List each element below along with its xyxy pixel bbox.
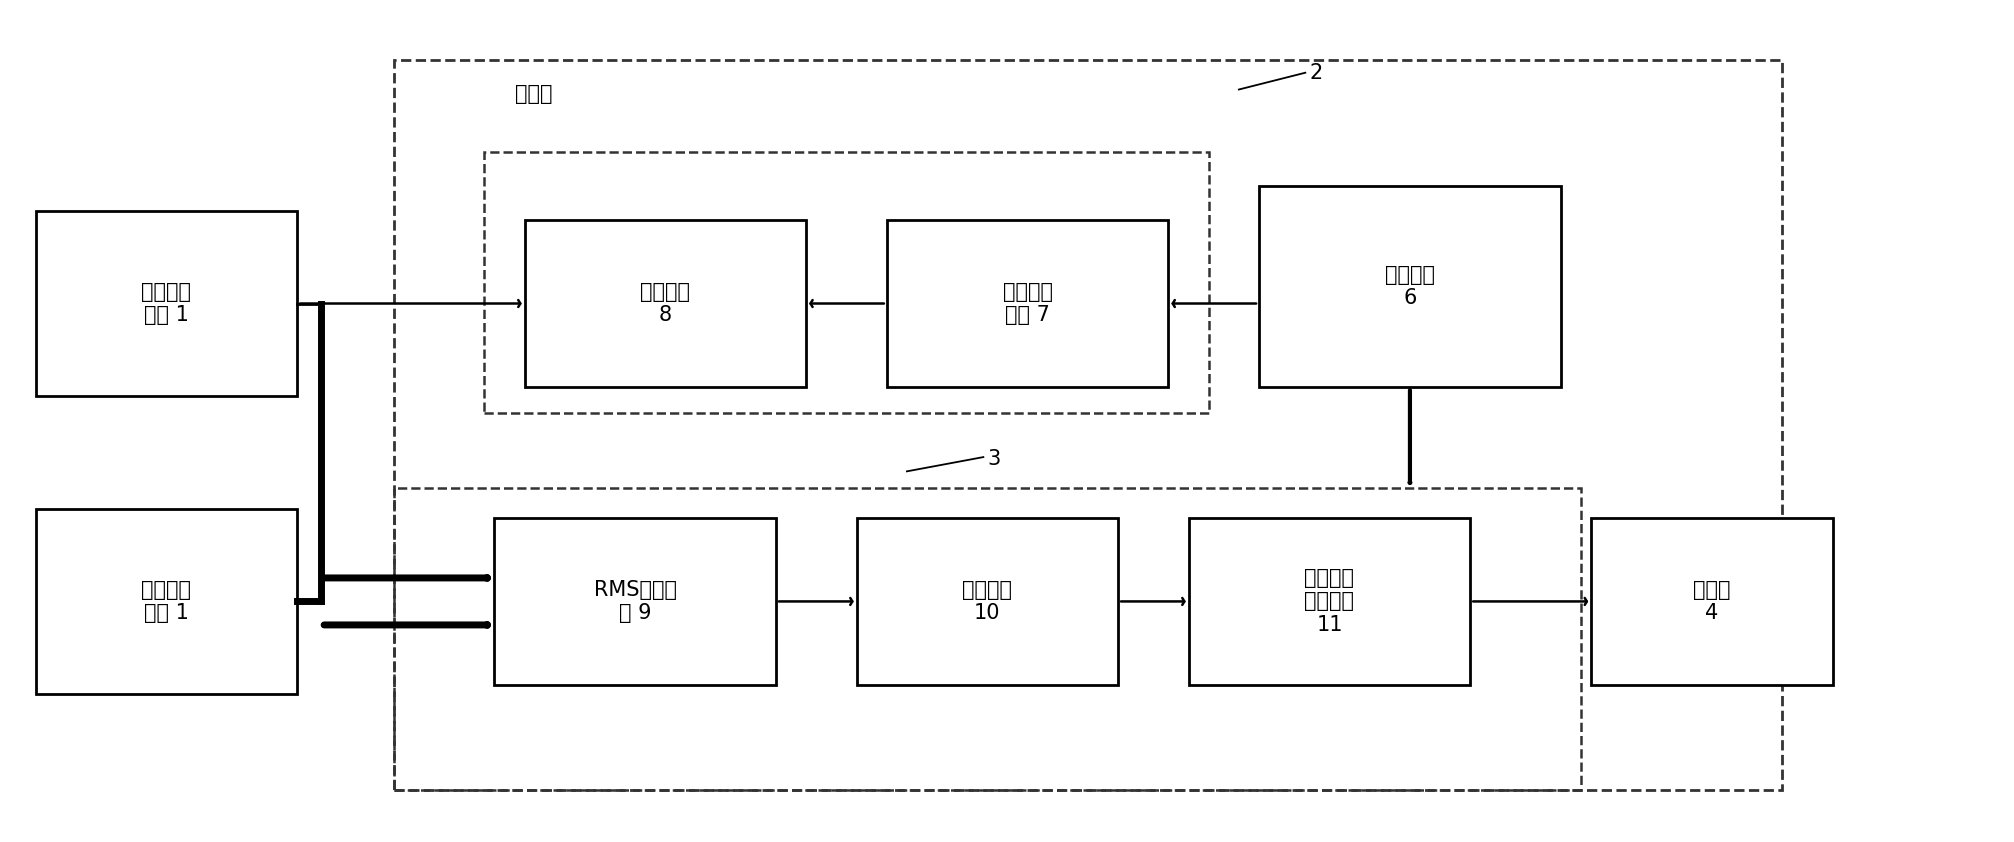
Text: 3: 3 xyxy=(987,449,1001,469)
Text: 2: 2 xyxy=(1309,62,1321,83)
Bar xyxy=(393,488,1581,791)
Text: 主电路: 主电路 xyxy=(514,83,552,104)
Bar xyxy=(493,518,775,685)
Bar xyxy=(886,220,1168,387)
Bar xyxy=(1591,518,1831,685)
Text: 串口电平
转换电路
11: 串口电平 转换电路 11 xyxy=(1303,568,1353,635)
Text: 电源模块
6: 电源模块 6 xyxy=(1384,265,1434,308)
Bar xyxy=(524,220,806,387)
Text: 驱动电路
8: 驱动电路 8 xyxy=(640,282,691,325)
Bar xyxy=(1188,518,1470,685)
Text: 上位机
4: 上位机 4 xyxy=(1692,580,1730,623)
Text: 主控制器
10: 主控制器 10 xyxy=(963,580,1011,623)
Bar xyxy=(856,518,1118,685)
Text: 小腿处电
容环 1: 小腿处电 容环 1 xyxy=(141,580,191,623)
Text: RMS转换电
路 9: RMS转换电 路 9 xyxy=(594,580,677,623)
Text: 波形发生
电路 7: 波形发生 电路 7 xyxy=(1003,282,1051,325)
Bar xyxy=(483,152,1208,413)
Bar xyxy=(36,211,296,396)
Bar xyxy=(1259,186,1561,387)
Text: 大腿处电
容环 1: 大腿处电 容环 1 xyxy=(141,282,191,325)
Bar xyxy=(393,60,1780,791)
Bar xyxy=(36,509,296,694)
